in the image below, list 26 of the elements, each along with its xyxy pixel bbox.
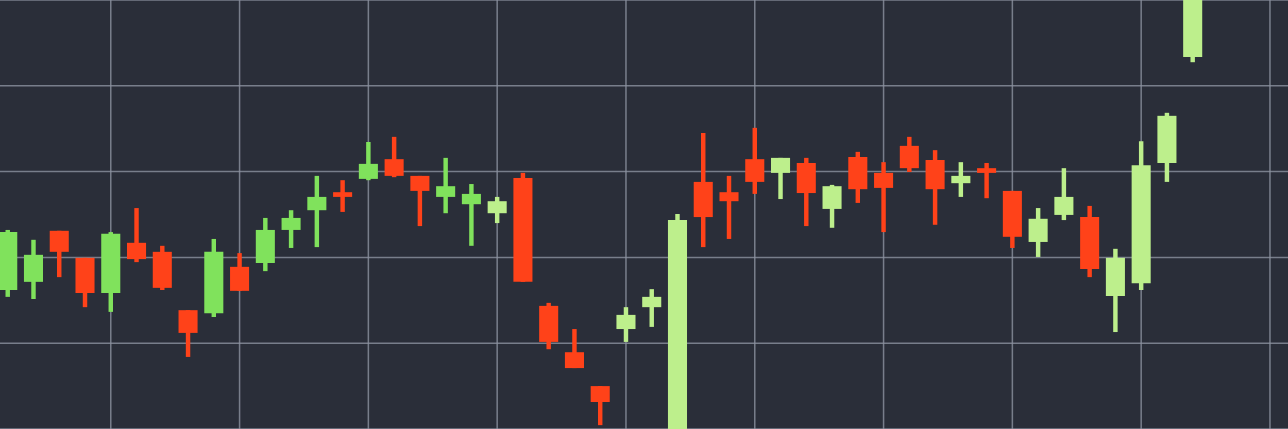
candlestick	[307, 175, 327, 248]
candlestick	[616, 307, 636, 342]
candlestick	[564, 329, 584, 369]
candlestick	[410, 175, 430, 227]
candlestick	[436, 157, 456, 214]
candlestick	[384, 136, 404, 178]
candlestick	[1028, 208, 1048, 257]
candlestick	[899, 136, 919, 173]
candlestick	[590, 386, 610, 426]
candlestick	[951, 162, 971, 197]
candlestick	[487, 196, 507, 224]
candlestick	[874, 162, 894, 233]
candlestick	[358, 142, 378, 181]
candlestick	[178, 310, 198, 357]
candlestick	[719, 175, 739, 239]
candlestick	[977, 163, 997, 199]
candlestick	[333, 180, 353, 212]
candlestick	[1054, 168, 1074, 221]
candlestick	[461, 184, 481, 246]
candlestick	[281, 210, 301, 248]
candlestick	[745, 127, 765, 194]
candlestick	[771, 157, 791, 200]
candlestick	[642, 289, 662, 327]
candlestick	[127, 208, 147, 263]
candlestick	[822, 184, 842, 228]
candlestick	[49, 230, 69, 278]
